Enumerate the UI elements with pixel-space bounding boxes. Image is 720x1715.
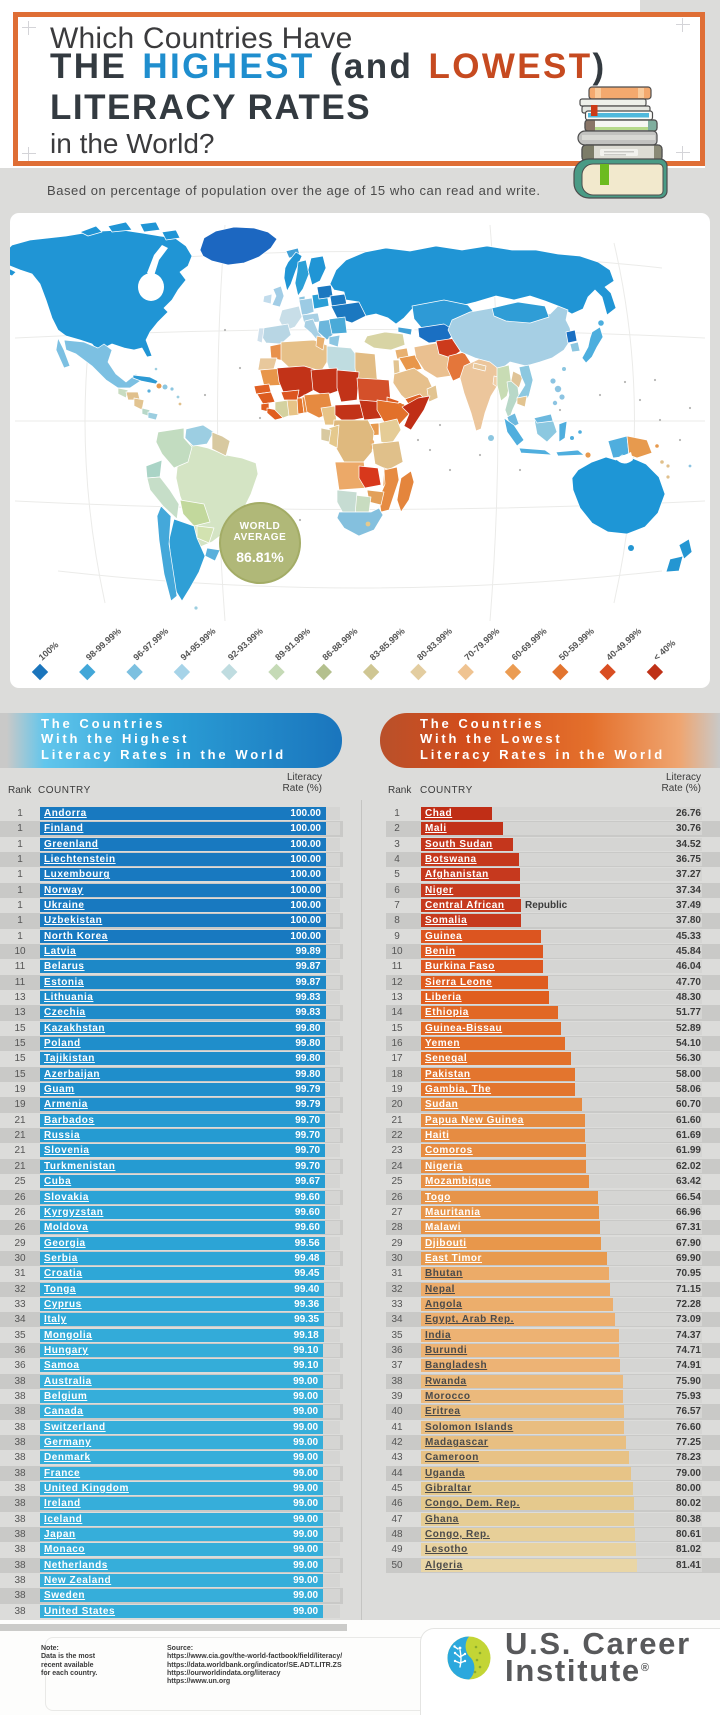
svg-text:86.81%: 86.81% xyxy=(236,549,284,565)
svg-text:98-99.99%: 98-99.99% xyxy=(84,626,123,663)
svg-text:89-91.99%: 89-91.99% xyxy=(273,626,312,663)
svg-text:AVERAGE: AVERAGE xyxy=(234,532,287,543)
svg-text:83-85.99%: 83-85.99% xyxy=(368,626,407,663)
svg-text:92-93.99%: 92-93.99% xyxy=(226,626,265,663)
svg-text:96-97.99%: 96-97.99% xyxy=(131,626,170,663)
svg-text:WORLD: WORLD xyxy=(240,521,281,532)
svg-text:< 40%: < 40% xyxy=(652,638,678,663)
svg-text:40-49.99%: 40-49.99% xyxy=(604,626,643,663)
svg-text:94-95.99%: 94-95.99% xyxy=(179,626,218,663)
svg-text:80-83.99%: 80-83.99% xyxy=(415,626,454,663)
svg-text:86-88.99%: 86-88.99% xyxy=(320,626,359,663)
svg-text:70-79.99%: 70-79.99% xyxy=(462,626,501,663)
svg-text:100%: 100% xyxy=(37,640,61,663)
svg-text:50-59.99%: 50-59.99% xyxy=(557,626,596,663)
svg-text:60-69.99%: 60-69.99% xyxy=(510,626,549,663)
